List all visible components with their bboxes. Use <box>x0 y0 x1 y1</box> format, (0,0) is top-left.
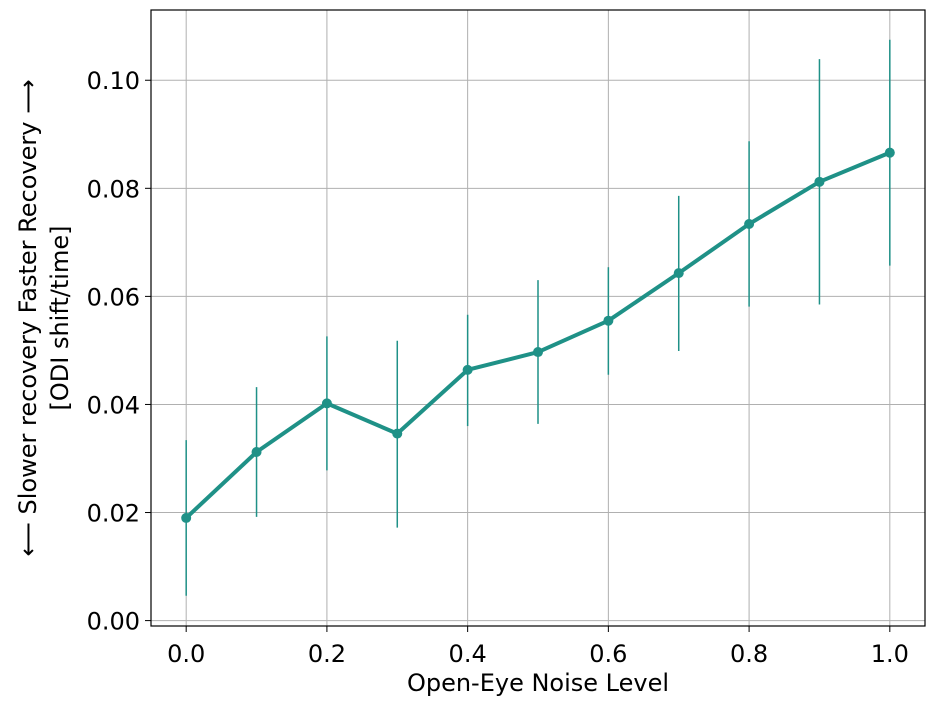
data-point <box>814 176 825 187</box>
y-axis-label-units: [ODI shift/time] <box>46 226 74 411</box>
y-tick-label: 0.04 <box>87 391 140 419</box>
data-point <box>251 447 262 458</box>
x-tick-label: 0.0 <box>167 640 205 668</box>
data-point <box>321 398 332 409</box>
data-point <box>744 218 755 229</box>
y-tick-label: 0.10 <box>87 67 140 95</box>
data-point <box>533 347 543 358</box>
y-tick-label: 0.06 <box>87 283 140 311</box>
x-tick-label: 0.2 <box>308 640 346 668</box>
data-point <box>603 315 614 326</box>
y-axis-label-direction: ⟵ Slower recovery Faster Recovery ⟶ <box>14 80 42 557</box>
data-point <box>673 268 684 279</box>
y-tick-label: 0.08 <box>87 175 140 203</box>
x-tick-label: 0.8 <box>730 640 768 668</box>
x-axis-ticks: 0.0 0.2 0.4 0.6 0.8 1.0 <box>167 626 909 668</box>
plot-frame <box>150 9 926 627</box>
data-point <box>884 147 895 158</box>
data-point <box>392 428 403 439</box>
data-point <box>462 364 473 375</box>
data-points <box>181 147 895 523</box>
x-tick-label: 1.0 <box>871 640 909 668</box>
x-axis-label: Open-Eye Noise Level <box>407 669 669 697</box>
x-tick-label: 0.4 <box>449 640 487 668</box>
x-tick-label: 0.6 <box>589 640 627 668</box>
y-axis-ticks: 0.00 0.02 0.04 0.06 0.08 0.10 <box>87 67 151 636</box>
data-point <box>181 512 192 523</box>
y-tick-label: 0.00 <box>87 608 140 636</box>
y-tick-label: 0.02 <box>87 500 140 528</box>
